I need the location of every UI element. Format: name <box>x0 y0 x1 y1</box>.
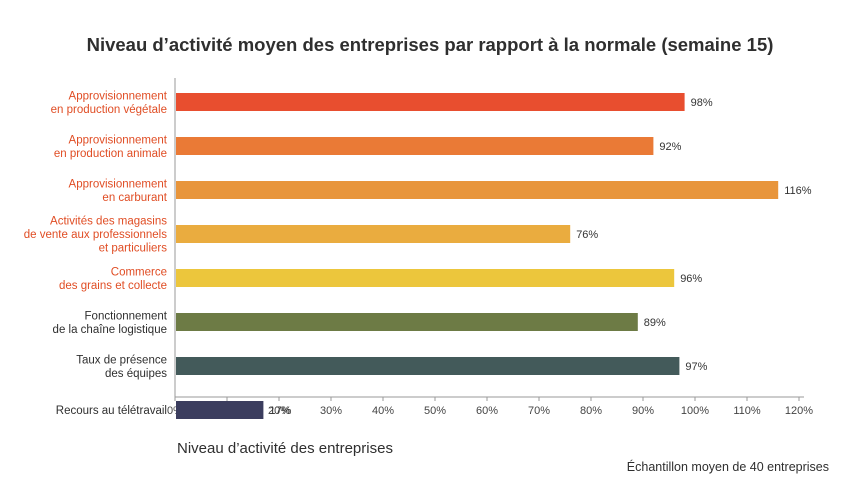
bar-value-label: 92% <box>659 141 681 153</box>
bar <box>176 313 638 331</box>
bar-value-label: 98% <box>691 97 713 109</box>
category-label: Approvisionnement en production végétale <box>51 90 168 116</box>
x-tick-label: 120% <box>785 405 813 417</box>
x-axis-label: Niveau d’activité des entreprises <box>177 440 393 457</box>
chart-title: Niveau d’activité moyen des entreprises … <box>86 34 774 55</box>
x-tick-label: 30% <box>320 405 342 417</box>
bar <box>176 401 264 419</box>
x-tick-label: 60% <box>476 405 498 417</box>
bar <box>176 137 654 155</box>
bar <box>176 93 685 111</box>
x-tick-label: 80% <box>580 405 602 417</box>
bar-value-label: 89% <box>644 317 666 329</box>
category-label: Commerce des grains et collecte <box>59 266 167 292</box>
bar <box>176 357 680 375</box>
x-tick-label: 20% <box>268 405 290 417</box>
category-label: Recours au télétravail <box>56 405 167 417</box>
category-label: Fonctionnement de la chaîne logistique <box>53 310 168 336</box>
sample-note: Échantillon moyen de 40 entreprises <box>626 460 829 474</box>
x-tick-label: 50% <box>424 405 446 417</box>
bar-value-label: 76% <box>576 229 598 241</box>
category-label: Approvisionnement en carburant <box>69 178 168 204</box>
bar <box>176 181 779 199</box>
bar <box>176 269 675 287</box>
x-tick-label: 70% <box>528 405 550 417</box>
bar-value-label: 17% <box>269 405 291 417</box>
x-tick-label: 40% <box>372 405 394 417</box>
x-tick-label: 90% <box>632 405 654 417</box>
x-tick-label: 100% <box>681 405 709 417</box>
category-label: Approvisionnement en production animale <box>54 134 168 160</box>
category-label: Taux de présence des équipes <box>76 354 167 380</box>
x-tick-label: 110% <box>733 405 761 417</box>
bar-value-label: 116% <box>784 185 812 197</box>
bar-value-label: 96% <box>680 273 702 285</box>
bar <box>176 225 571 243</box>
category-label: Activités des magasins de vente aux profe… <box>24 216 167 255</box>
bar-value-label: 97% <box>685 361 707 373</box>
